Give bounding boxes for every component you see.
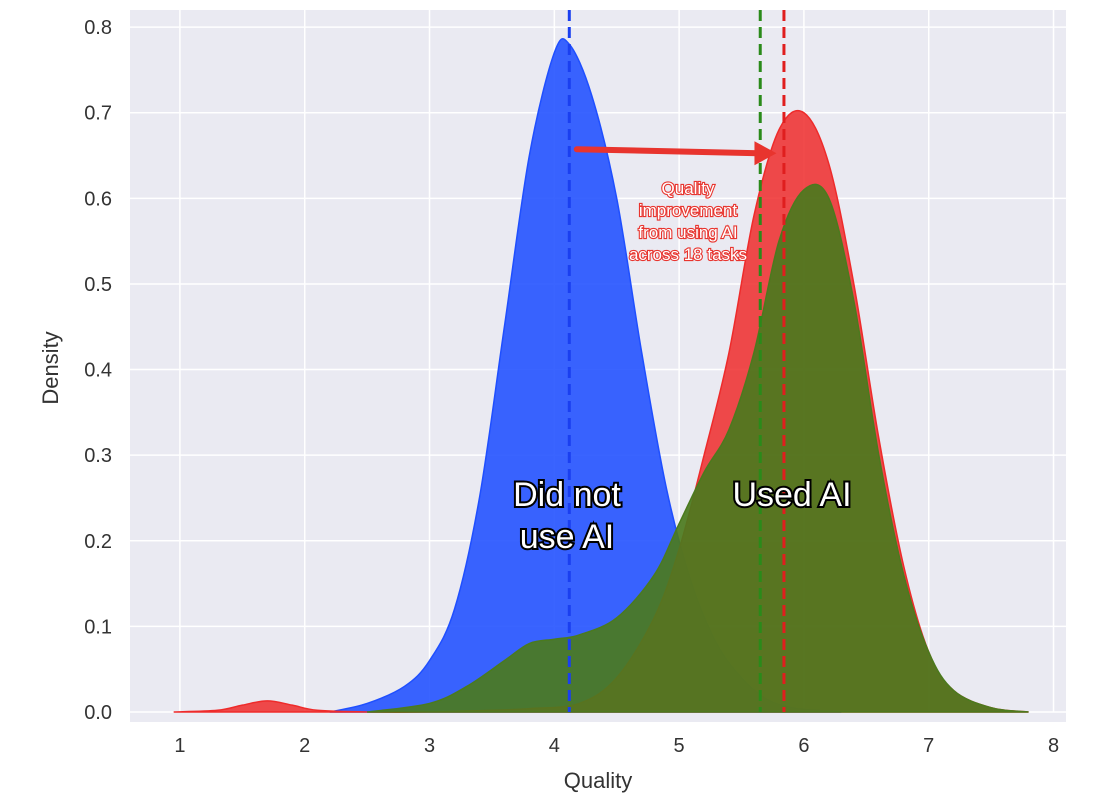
improvement-label: across 18 tasks xyxy=(629,245,747,264)
annotations: Quality improvement from using AI across 18… xyxy=(511,141,854,558)
improvement-label: from using AI xyxy=(638,223,737,242)
y-tick-label: 0.2 xyxy=(84,531,112,553)
did-not-use-ai-label: use AI xyxy=(520,518,615,556)
x-axis-label: Quality xyxy=(564,768,632,793)
y-tick-label: 0.8 xyxy=(84,17,112,39)
y-tick-label: 0.3 xyxy=(84,445,112,467)
x-tick-label: 2 xyxy=(299,735,310,757)
used-ai-label: Used AI xyxy=(732,476,851,514)
y-tick-label: 0.4 xyxy=(84,360,112,382)
y-tick-label: 0.5 xyxy=(84,274,112,296)
mean-lines xyxy=(567,10,786,712)
improvement-arrow-shaft xyxy=(573,146,762,157)
x-tick-label: 5 xyxy=(674,735,685,757)
y-axis-label: Density xyxy=(38,331,63,404)
ai-subset-density-area xyxy=(367,183,1029,713)
y-tick-labels: 0.0 0.1 0.2 0.3 0.4 0.5 0.6 0.7 0.8 xyxy=(84,17,112,724)
density-areas xyxy=(173,38,1029,713)
x-tick-label: 1 xyxy=(174,735,185,757)
x-tick-labels: 1 2 3 4 5 6 7 8 xyxy=(174,735,1059,757)
improvement-label: improvement xyxy=(639,201,738,220)
did-not-use-ai-label: Did not xyxy=(513,476,621,514)
x-tick-label: 4 xyxy=(549,735,560,757)
y-tick-label: 0.0 xyxy=(84,702,112,724)
x-tick-label: 3 xyxy=(424,735,435,757)
x-tick-label: 8 xyxy=(1048,735,1059,757)
improvement-label: Quality xyxy=(662,179,715,198)
y-tick-label: 0.6 xyxy=(84,188,112,210)
x-tick-label: 6 xyxy=(798,735,809,757)
improvement-arrow-head xyxy=(754,141,777,166)
y-tick-label: 0.1 xyxy=(84,616,112,638)
x-tick-label: 7 xyxy=(923,735,934,757)
y-tick-label: 0.7 xyxy=(84,103,112,125)
